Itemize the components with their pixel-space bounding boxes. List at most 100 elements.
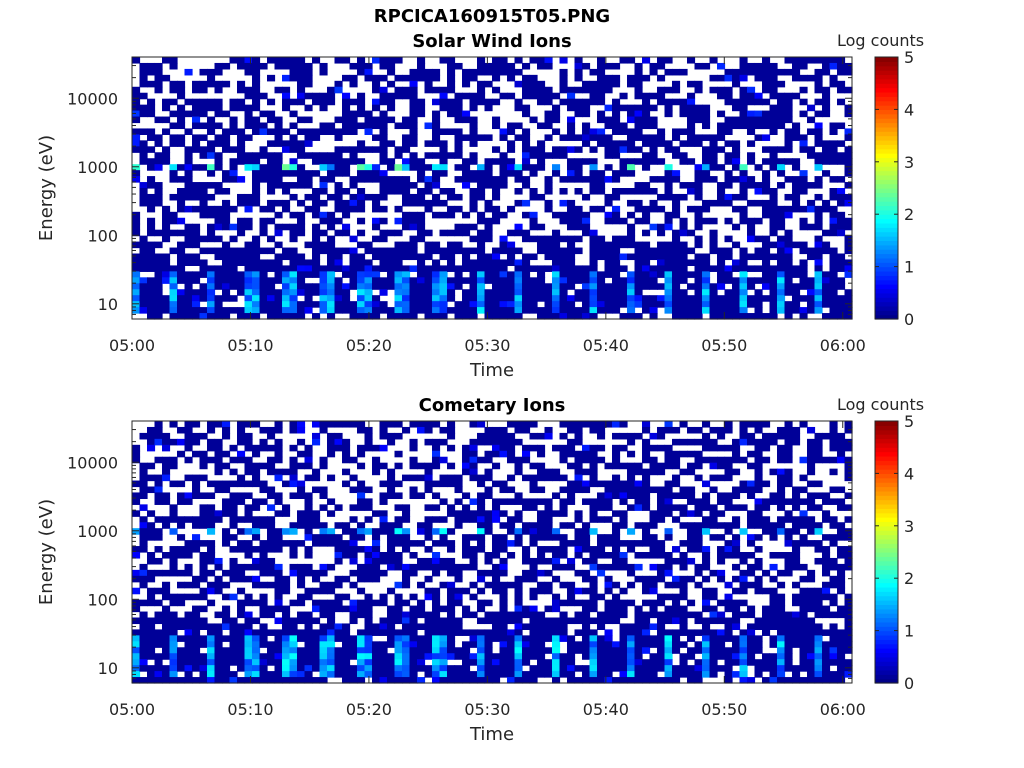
spectrogram-cell bbox=[349, 516, 358, 523]
spectrogram-cell bbox=[522, 259, 531, 266]
spectrogram-cell bbox=[229, 546, 238, 553]
spectrogram-cell bbox=[619, 540, 628, 547]
spectrogram-cell bbox=[597, 80, 606, 88]
spectrogram-cell bbox=[664, 569, 673, 577]
spectrogram-cell bbox=[402, 665, 411, 672]
spectrogram-cell bbox=[694, 259, 703, 266]
spectrogram-cell bbox=[469, 128, 478, 135]
spectrogram-cell bbox=[357, 462, 366, 470]
spectrogram-cell bbox=[304, 528, 313, 535]
spectrogram-cell bbox=[372, 659, 381, 666]
spectrogram-cell bbox=[424, 86, 433, 94]
spectrogram-cell bbox=[754, 253, 763, 261]
spectrogram-cell bbox=[394, 593, 403, 601]
spectrogram-cell bbox=[634, 635, 643, 642]
spectrogram-cell bbox=[747, 92, 756, 100]
spectrogram-cell bbox=[237, 623, 246, 630]
spectrogram-cell bbox=[567, 587, 576, 595]
spectrogram-cell bbox=[424, 307, 433, 314]
spectrogram-cell bbox=[567, 307, 576, 314]
spectrogram-cell bbox=[252, 450, 261, 458]
spectrogram-cell bbox=[702, 301, 711, 308]
spectrogram-cell bbox=[574, 223, 583, 231]
spectrogram-cell bbox=[274, 605, 283, 613]
spectrogram-cell bbox=[387, 283, 396, 290]
spectrogram-cell bbox=[559, 98, 568, 106]
spectrogram-cell bbox=[559, 57, 568, 64]
spectrogram-cell bbox=[552, 677, 561, 684]
spectrogram-cell bbox=[289, 635, 298, 642]
spectrogram-cell bbox=[439, 313, 448, 320]
spectrogram-cell bbox=[342, 301, 351, 308]
spectrogram-cell bbox=[214, 635, 223, 642]
spectrogram-cell bbox=[372, 307, 381, 314]
spectrogram-cell bbox=[837, 295, 846, 302]
spectrogram-cell bbox=[604, 504, 613, 511]
spectrogram-cell bbox=[582, 677, 591, 684]
spectrogram-cell bbox=[604, 617, 613, 625]
spectrogram-cell bbox=[199, 593, 208, 601]
spectrogram-cell bbox=[229, 522, 238, 529]
spectrogram-cell bbox=[694, 134, 703, 141]
spectrogram-cell bbox=[312, 223, 321, 231]
spectrogram-cell bbox=[417, 104, 426, 112]
spectrogram-cell bbox=[207, 295, 216, 302]
spectrogram-cell bbox=[439, 295, 448, 302]
spectrogram-cell bbox=[409, 253, 418, 261]
spectrogram-cell bbox=[222, 223, 231, 231]
spectrogram-cell bbox=[252, 152, 261, 159]
spectrogram-cell bbox=[207, 569, 216, 577]
spectrogram-cell bbox=[814, 271, 823, 278]
spectrogram-cell bbox=[312, 57, 321, 64]
spectrogram-cell bbox=[252, 563, 261, 571]
spectrogram-cell bbox=[447, 569, 456, 577]
spectrogram-cell bbox=[694, 140, 703, 147]
spectrogram-cell bbox=[207, 271, 216, 278]
spectrogram-cell bbox=[597, 188, 606, 195]
spectrogram-cell bbox=[747, 265, 756, 272]
spectrogram-cell bbox=[829, 253, 838, 261]
spectrogram-cell bbox=[529, 480, 538, 488]
spectrogram-cell bbox=[439, 653, 448, 660]
spectrogram-cell bbox=[694, 235, 703, 243]
spectrogram-cell bbox=[589, 563, 598, 571]
spectrogram-cell bbox=[447, 259, 456, 266]
spectrogram-cell bbox=[679, 140, 688, 147]
spectrogram-cell bbox=[394, 617, 403, 625]
spectrogram-cell bbox=[702, 498, 711, 505]
colorbar-segment bbox=[875, 257, 898, 263]
spectrogram-cell bbox=[552, 295, 561, 302]
spectrogram-cell bbox=[642, 253, 651, 261]
spectrogram-cell bbox=[634, 486, 643, 494]
spectrogram-cell bbox=[154, 301, 163, 308]
spectrogram-cell bbox=[732, 241, 741, 249]
spectrogram-cell bbox=[184, 241, 193, 249]
spectrogram-cell bbox=[259, 217, 268, 225]
spectrogram-cell bbox=[379, 510, 388, 517]
spectrogram-cell bbox=[447, 563, 456, 571]
spectrogram-cell bbox=[394, 188, 403, 195]
spectrogram-cell bbox=[207, 581, 216, 589]
spectrogram-cell bbox=[642, 617, 651, 625]
spectrogram-cell bbox=[717, 86, 726, 94]
spectrogram-cell bbox=[582, 456, 591, 464]
spectrogram-cell bbox=[334, 247, 343, 255]
spectrogram-cell bbox=[634, 522, 643, 529]
spectrogram-cell bbox=[559, 534, 568, 541]
spectrogram-cell bbox=[552, 271, 561, 278]
spectrogram-cell bbox=[769, 86, 778, 94]
spectrogram-cell bbox=[507, 432, 516, 440]
spectrogram-cell bbox=[784, 265, 793, 272]
spectrogram-cell bbox=[184, 581, 193, 589]
spectrogram-cell bbox=[589, 474, 598, 482]
spectrogram-cell bbox=[447, 444, 456, 452]
spectrogram-cell bbox=[297, 575, 306, 583]
spectrogram-cell bbox=[574, 421, 583, 428]
figure-title: RPCICA160915T05.PNG bbox=[373, 6, 611, 27]
spectrogram-cell bbox=[462, 611, 471, 619]
spectrogram-cell bbox=[657, 193, 666, 201]
spectrogram-cell bbox=[492, 665, 501, 672]
spectrogram-cell bbox=[147, 593, 156, 601]
spectrogram-cell bbox=[252, 68, 261, 76]
spectrogram-cell bbox=[529, 605, 538, 613]
